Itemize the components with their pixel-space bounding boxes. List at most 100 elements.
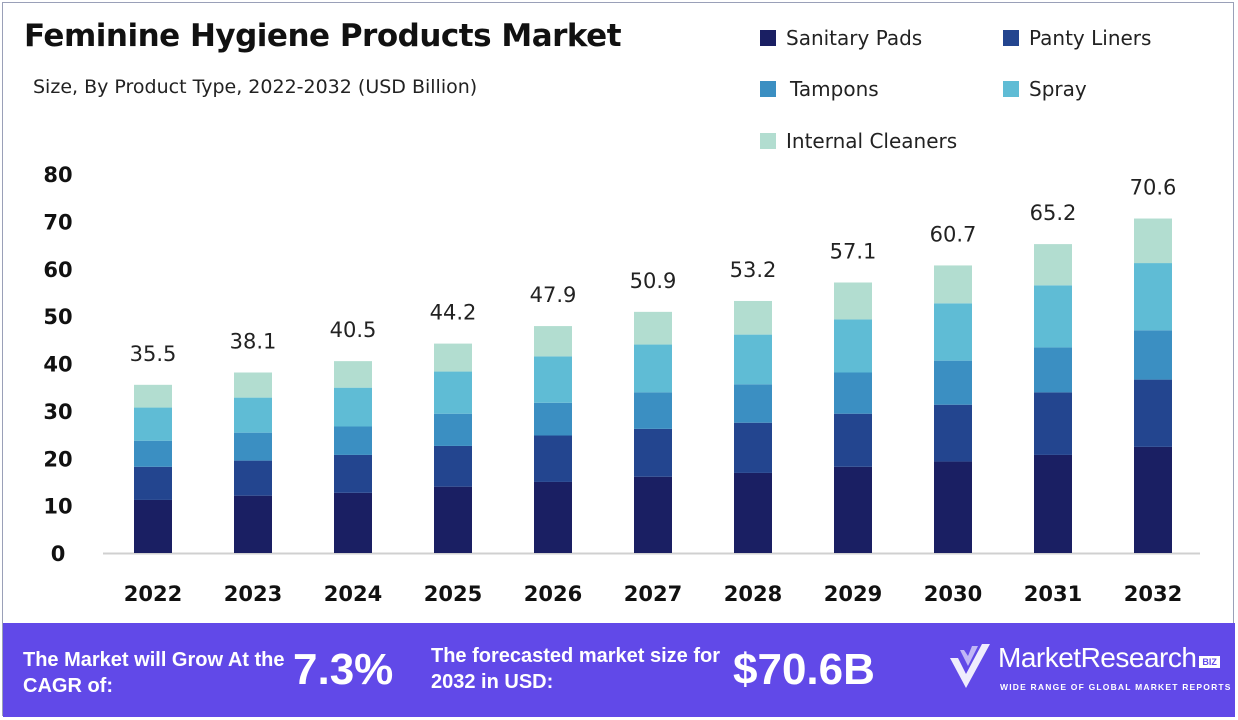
y-tick-label: 20 [43,447,72,471]
bar-segment-panty-liners [734,422,772,473]
bar-segment-tampons [634,392,672,429]
check-mark-logo-icon [950,644,990,688]
bar-segment-panty-liners [834,413,872,467]
y-tick-label: 50 [43,305,72,329]
x-tick-label: 2024 [324,582,382,606]
bar-segment-tampons [734,384,772,423]
bar-segment-panty-liners [534,435,572,482]
logo-badge: BIZ [1199,656,1220,668]
bar-total-label: 53.2 [730,258,777,282]
bar-segment-spray [234,397,272,433]
bar-total-label: 35.5 [130,342,177,366]
legend-label: Tampons [790,77,879,101]
logo-wordmark: MarketResearch BIZ [998,642,1220,674]
bar-segment-sanitary-pads [434,486,472,553]
bar-segment-internal-cleaners [1134,218,1172,264]
forecast-label: The forecasted market size for 2032 in U… [431,645,720,693]
bar-total-label: 57.1 [830,239,877,263]
legend-swatch [760,133,776,149]
legend-label: Sanitary Pads [786,26,923,50]
stacked-bar-chart: 0102030405060708035.5202238.1202340.5202… [43,163,1200,606]
bar-segment-panty-liners [434,445,472,487]
y-tick-label: 0 [51,542,66,566]
bar-segment-panty-liners [234,460,272,496]
bar-segment-tampons [1134,330,1172,380]
bar-segment-spray [434,371,472,414]
bar-total-label: 50.9 [630,269,677,293]
x-tick-label: 2030 [924,582,982,606]
y-tick-label: 30 [43,400,72,424]
footer-banner: The Market will Grow At the CAGR of: 7.3… [3,623,1235,717]
legend-sanitary-pads: Sanitary Pads [760,26,922,50]
bar-segment-tampons [134,440,172,467]
legend-swatch [1003,81,1019,97]
x-tick-label: 2029 [824,582,882,606]
bar-segment-sanitary-pads [1134,446,1172,553]
bar-segment-panty-liners [334,454,372,493]
cagr-value: 7.3% [293,645,394,694]
cagr-label: The Market will Grow At the CAGR of: [23,649,285,697]
bar-segment-sanitary-pads [134,499,172,553]
bar-segment-internal-cleaners [934,265,972,304]
y-tick-label: 10 [43,495,72,519]
chart-title: Feminine Hygiene Products Market [24,18,622,54]
bar-segment-sanitary-pads [734,472,772,553]
legend-panty-liners: Panty Liners [1003,26,1151,50]
legend-tampons: Tampons [760,77,879,101]
bar-total-label: 65.2 [1030,201,1077,225]
bar-segment-internal-cleaners [434,343,472,372]
x-tick-label: 2025 [424,582,482,606]
bar-segment-spray [134,407,172,441]
bar-segment-tampons [1034,347,1072,393]
bar-segment-tampons [534,402,572,436]
marketresearch-logo: MarketResearch BIZ WIDE RANGE OF GLOBAL … [948,638,1233,708]
y-tick-label: 40 [43,353,72,377]
chart-subtitle: Size, By Product Type, 2022-2032 (USD Bi… [33,76,478,98]
x-tick-label: 2023 [224,582,282,606]
bar-total-label: 40.5 [330,318,377,342]
legend-internal-cleaners: Internal Cleaners [760,129,957,153]
bar-segment-panty-liners [134,466,172,500]
bar-segment-sanitary-pads [234,495,272,553]
bar-segment-sanitary-pads [634,476,672,553]
bar-segment-internal-cleaners [334,361,372,388]
x-tick-label: 2032 [1124,582,1182,606]
bar-total-label: 47.9 [530,283,577,307]
legend-swatch [1003,30,1019,46]
bar-segment-spray [1034,285,1072,348]
bar-segment-tampons [334,426,372,455]
bar-segment-spray [534,356,572,403]
bar-segment-internal-cleaners [234,372,272,398]
y-tick-label: 60 [43,258,72,282]
legend-label: Panty Liners [1029,26,1152,50]
logo-name: MarketResearch [998,642,1197,673]
bar-segment-panty-liners [634,428,672,477]
bar-segment-spray [334,387,372,427]
x-tick-label: 2027 [624,582,682,606]
x-tick-label: 2028 [724,582,782,606]
legend-label: Spray [1029,77,1087,101]
bar-segment-internal-cleaners [534,326,572,357]
legend-label: Internal Cleaners [786,129,958,153]
bar-segment-sanitary-pads [834,466,872,553]
legend-swatch [760,81,776,97]
bar-total-label: 44.2 [430,301,477,325]
bar-segment-spray [634,344,672,393]
legend-swatch [760,30,776,46]
bar-segment-internal-cleaners [834,282,872,320]
bar-segment-tampons [834,372,872,414]
legend-spray: Spray [1003,77,1087,101]
bar-total-label: 38.1 [230,330,277,354]
bar-segment-internal-cleaners [134,384,172,408]
bar-segment-sanitary-pads [334,492,372,553]
bar-segment-panty-liners [934,404,972,462]
bar-segment-spray [734,334,772,385]
bar-segment-panty-liners [1034,392,1072,455]
bar-segment-sanitary-pads [1034,454,1072,553]
x-tick-label: 2026 [524,582,582,606]
bar-segment-tampons [434,413,472,446]
y-tick-label: 80 [43,163,72,187]
bar-segment-spray [1134,263,1172,331]
bar-segment-tampons [934,360,972,405]
y-tick-label: 70 [43,210,72,234]
